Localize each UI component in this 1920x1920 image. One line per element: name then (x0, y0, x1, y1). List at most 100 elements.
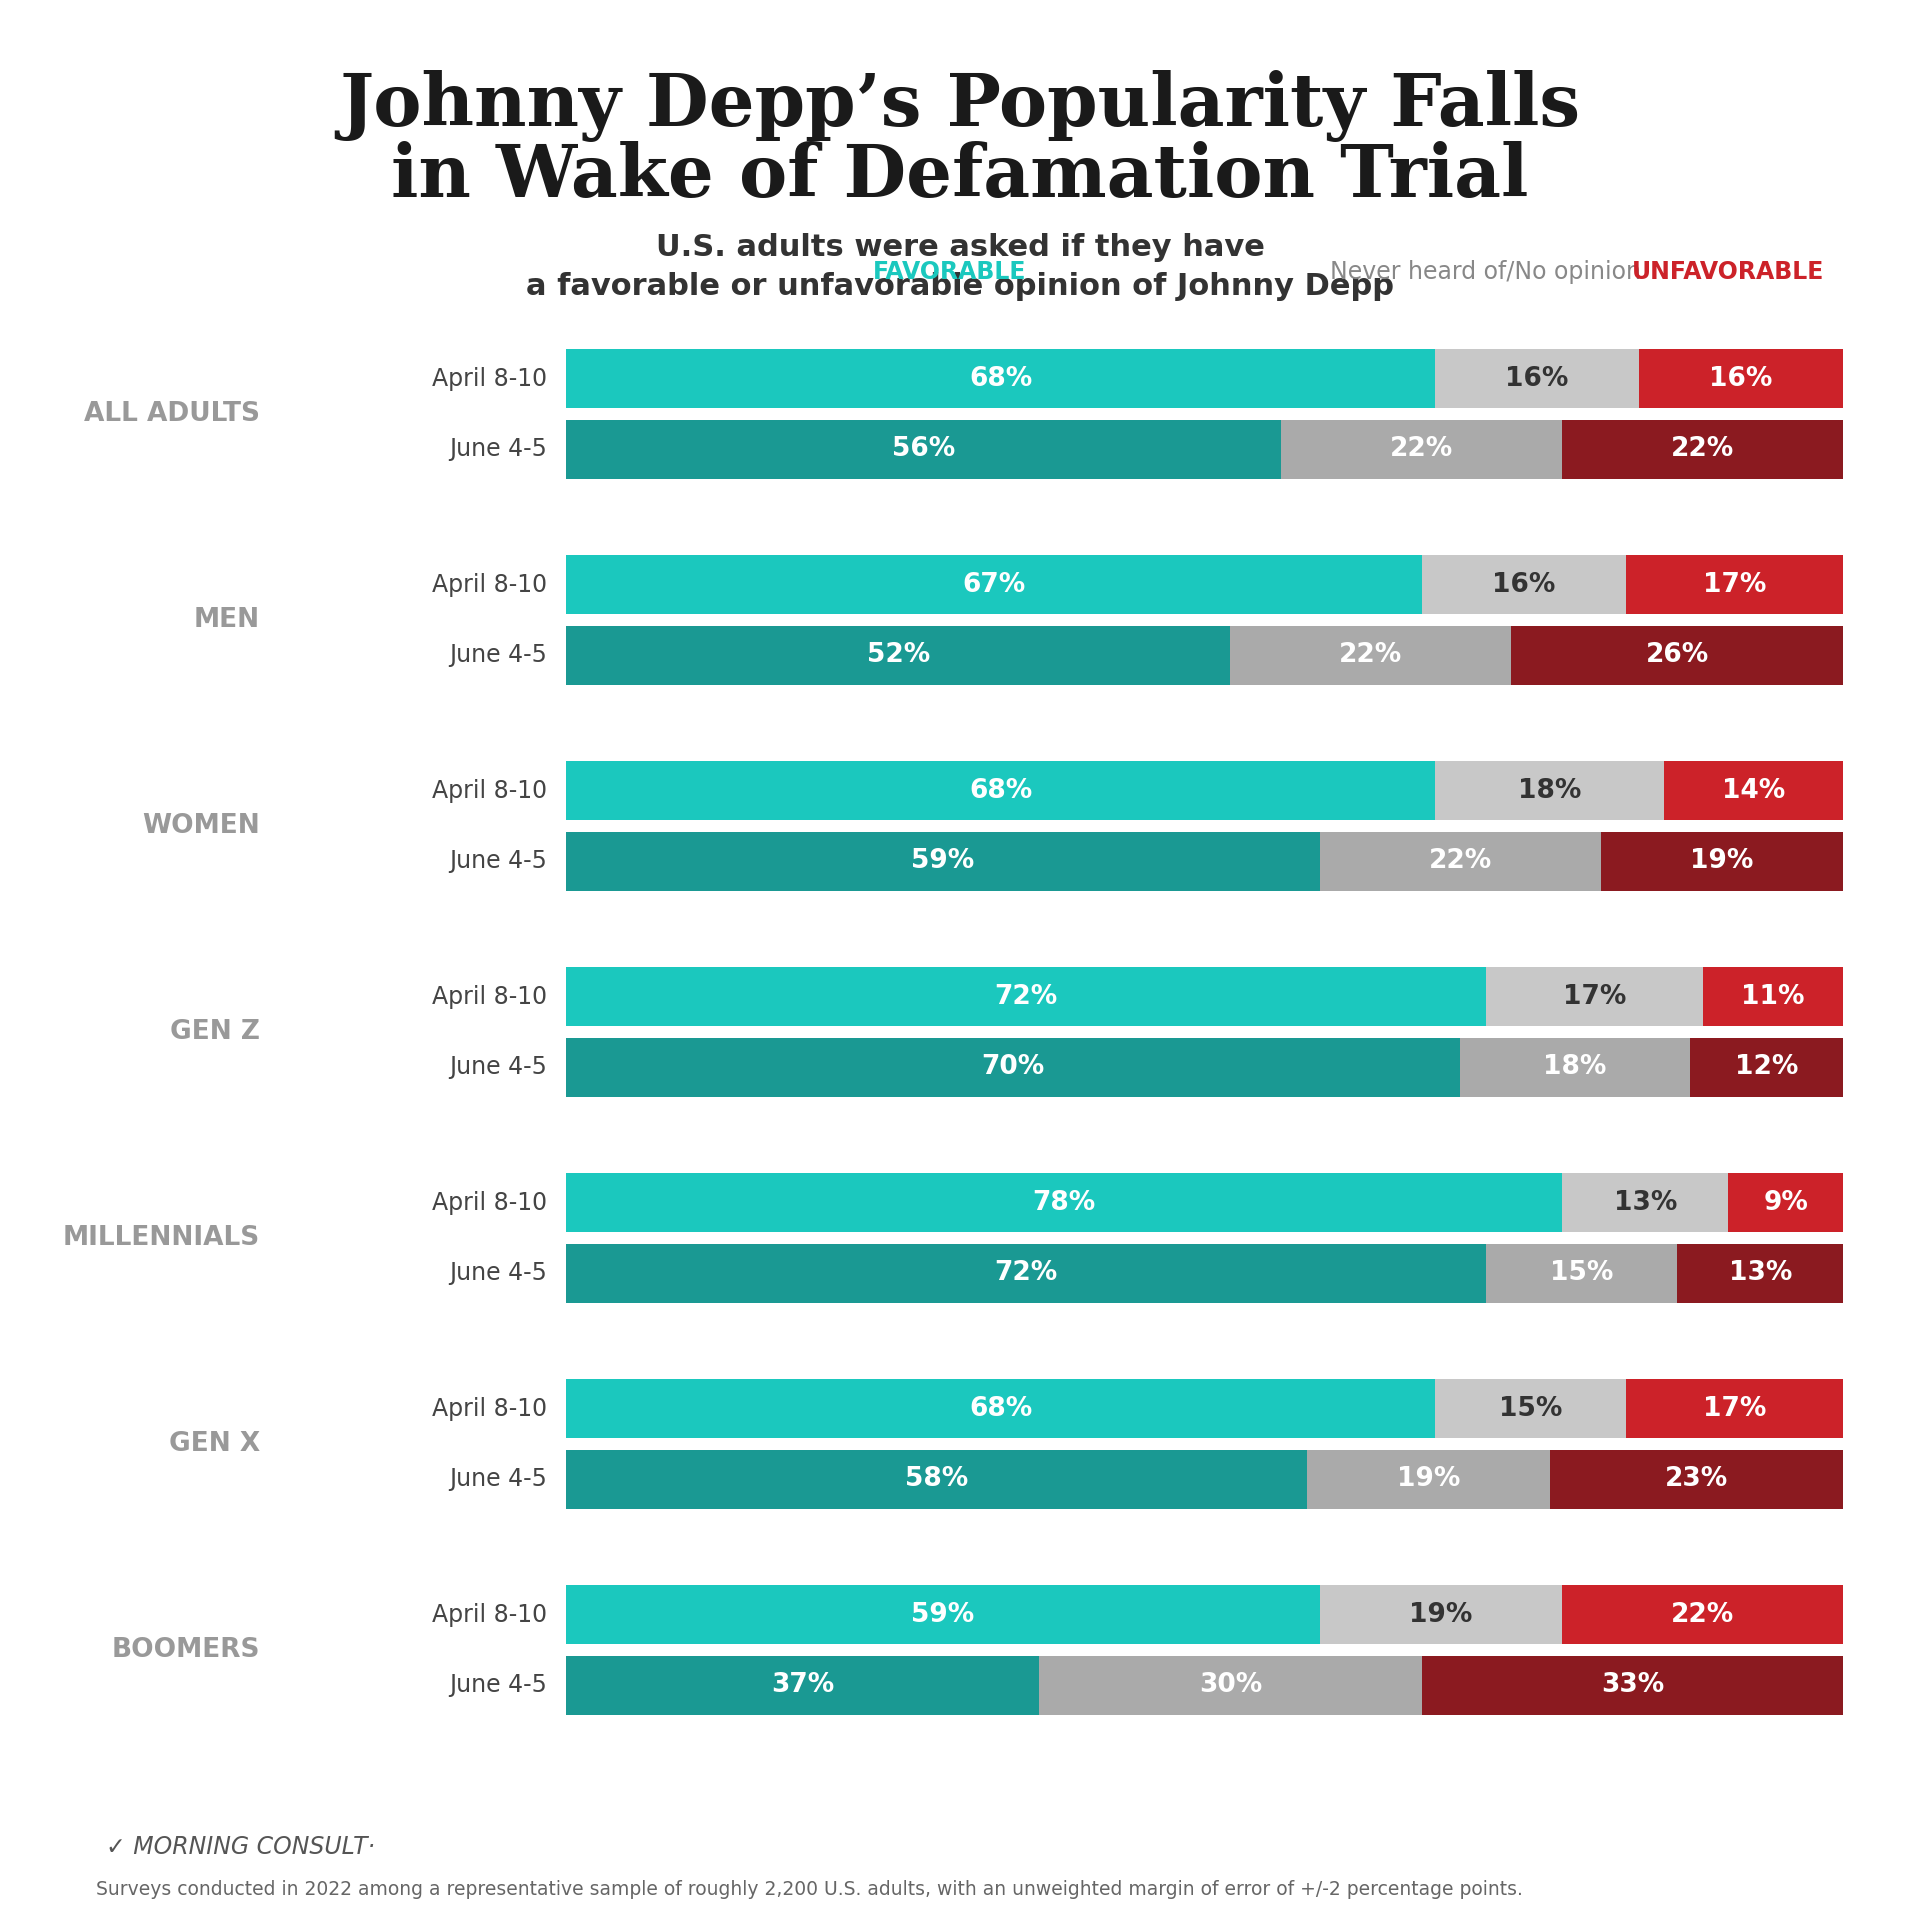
Text: 22%: 22% (1338, 643, 1402, 668)
Text: June 4-5: June 4-5 (449, 1467, 547, 1492)
Bar (566, 1173, 1563, 1233)
Bar (566, 1586, 1319, 1644)
Bar (566, 1657, 1039, 1715)
Text: June 4-5: June 4-5 (449, 1056, 547, 1079)
Text: 22%: 22% (1670, 1601, 1734, 1628)
Text: 59%: 59% (912, 1601, 975, 1628)
Bar (1626, 555, 1843, 614)
Bar (566, 1244, 1486, 1302)
Text: 59%: 59% (912, 849, 975, 874)
Text: 11%: 11% (1741, 983, 1805, 1010)
Text: in Wake of Defamation Trial: in Wake of Defamation Trial (392, 142, 1528, 211)
Bar (566, 968, 1486, 1025)
Bar (566, 555, 1423, 614)
Text: 22%: 22% (1670, 436, 1734, 463)
Text: 72%: 72% (995, 983, 1058, 1010)
Text: WOMEN: WOMEN (142, 812, 259, 839)
Text: 19%: 19% (1690, 849, 1753, 874)
Text: GEN Z: GEN Z (171, 1020, 259, 1044)
Text: June 4-5: June 4-5 (449, 1674, 547, 1697)
Bar (1319, 831, 1601, 891)
Text: 19%: 19% (1396, 1467, 1459, 1492)
Bar (1281, 420, 1563, 478)
Text: 33%: 33% (1601, 1672, 1665, 1699)
Text: 72%: 72% (995, 1260, 1058, 1286)
Bar (1563, 420, 1843, 478)
Text: Never heard of/No opinion: Never heard of/No opinion (1331, 261, 1642, 284)
Bar (1039, 1657, 1423, 1715)
Bar (1703, 968, 1843, 1025)
Text: 30%: 30% (1198, 1672, 1261, 1699)
Bar (1308, 1450, 1549, 1509)
Text: 17%: 17% (1703, 572, 1766, 597)
Bar (1563, 1173, 1728, 1233)
Text: 22%: 22% (1390, 436, 1453, 463)
Bar (1434, 349, 1640, 407)
Text: 9%: 9% (1763, 1190, 1809, 1215)
Text: 78%: 78% (1033, 1190, 1096, 1215)
Bar (566, 420, 1281, 478)
Bar (566, 762, 1434, 820)
Text: 18%: 18% (1519, 778, 1582, 804)
Text: Surveys conducted in 2022 among a representative sample of roughly 2,200 U.S. ad: Surveys conducted in 2022 among a repres… (96, 1880, 1523, 1899)
Text: 16%: 16% (1492, 572, 1555, 597)
Text: 18%: 18% (1544, 1054, 1607, 1081)
Text: 68%: 68% (970, 365, 1033, 392)
Text: 67%: 67% (962, 572, 1025, 597)
Text: UNFAVORABLE: UNFAVORABLE (1632, 261, 1824, 284)
Bar (566, 831, 1319, 891)
Text: April 8-10: April 8-10 (432, 1396, 547, 1421)
Bar (1231, 626, 1511, 685)
Bar (1319, 1586, 1563, 1644)
Text: 15%: 15% (1549, 1260, 1613, 1286)
Text: April 8-10: April 8-10 (432, 985, 547, 1008)
Text: June 4-5: June 4-5 (449, 849, 547, 874)
Text: April 8-10: April 8-10 (432, 1190, 547, 1215)
Text: 13%: 13% (1613, 1190, 1676, 1215)
Text: ✓ MORNING CONSULT·: ✓ MORNING CONSULT· (106, 1836, 374, 1859)
Bar (1423, 1657, 1843, 1715)
Bar (1434, 762, 1665, 820)
Bar (1423, 555, 1626, 614)
Bar (566, 349, 1434, 407)
Bar (1511, 626, 1843, 685)
Bar (566, 1379, 1434, 1438)
Text: 17%: 17% (1703, 1396, 1766, 1421)
Bar (566, 1450, 1308, 1509)
Text: GEN X: GEN X (169, 1430, 259, 1457)
Text: a favorable or unfavorable opinion of Johnny Depp: a favorable or unfavorable opinion of Jo… (526, 271, 1394, 301)
Text: April 8-10: April 8-10 (432, 780, 547, 803)
Text: 37%: 37% (772, 1672, 833, 1699)
Bar (1665, 762, 1843, 820)
Bar (1601, 831, 1843, 891)
Text: BOOMERS: BOOMERS (111, 1638, 259, 1663)
Text: 17%: 17% (1563, 983, 1626, 1010)
Text: June 4-5: June 4-5 (449, 1261, 547, 1284)
Text: April 8-10: April 8-10 (432, 572, 547, 597)
Text: 68%: 68% (970, 778, 1033, 804)
Text: April 8-10: April 8-10 (432, 1603, 547, 1626)
Bar (1678, 1244, 1843, 1302)
Text: 13%: 13% (1728, 1260, 1791, 1286)
Text: 16%: 16% (1709, 365, 1772, 392)
Text: June 4-5: June 4-5 (449, 643, 547, 668)
Text: 23%: 23% (1665, 1467, 1728, 1492)
Bar (566, 626, 1231, 685)
Bar (1690, 1039, 1843, 1096)
Text: 52%: 52% (866, 643, 929, 668)
Text: Johnny Depp’s Popularity Falls: Johnny Depp’s Popularity Falls (340, 69, 1580, 142)
Bar (1563, 1586, 1843, 1644)
Bar (1626, 1379, 1843, 1438)
Text: 70%: 70% (981, 1054, 1044, 1081)
Bar (1486, 968, 1703, 1025)
Bar (1486, 1244, 1678, 1302)
Text: 58%: 58% (904, 1467, 968, 1492)
Bar (1434, 1379, 1626, 1438)
Text: June 4-5: June 4-5 (449, 438, 547, 461)
Bar (1640, 349, 1843, 407)
Text: 14%: 14% (1722, 778, 1786, 804)
Text: 19%: 19% (1409, 1601, 1473, 1628)
Text: 68%: 68% (970, 1396, 1033, 1421)
Bar (1728, 1173, 1843, 1233)
Text: U.S. adults were asked if they have: U.S. adults were asked if they have (655, 232, 1265, 263)
